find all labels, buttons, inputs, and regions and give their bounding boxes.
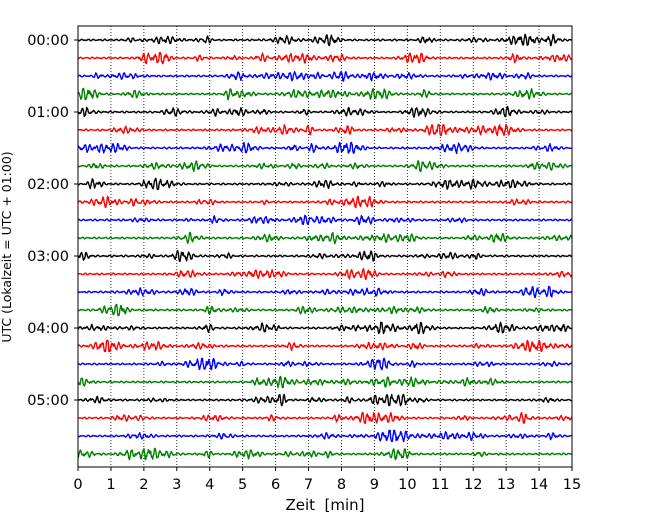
x-tick-label: 8 [337,477,346,493]
x-tick-label: 0 [73,477,82,493]
trace-0015 [77,51,573,65]
tick-layer: 0 1 2 3 4 5 6 7 8 9 10 11 12 13 14 1500:0001:0002:0003:… [27,33,581,493]
trace-0430 [77,357,573,371]
x-tick-label: 10 [398,477,416,493]
x-axis-title: Zeit [min] [285,496,364,514]
x-tick-label: 5 [238,477,247,493]
trace-0515 [77,411,573,425]
x-tick-label: 11 [431,477,449,493]
trace-0330 [77,285,573,299]
trace-0445 [77,375,573,389]
trace-0100 [77,105,573,118]
x-tick-label: 12 [464,477,482,493]
trace-0345 [77,303,573,317]
x-tick-label: 4 [205,477,214,493]
y-axis-title: UTC (Lokalzeit = UTC + 01:00) [0,151,14,342]
trace-layer [77,33,573,461]
trace-0545 [77,447,573,461]
trace-0145 [77,160,573,173]
x-tick-label: 13 [497,477,515,493]
trace-0500 [77,393,573,407]
x-tick-label: 9 [370,477,379,493]
trace-0045 [77,87,573,101]
x-tick-label: 2 [139,477,148,493]
trace-0030 [77,70,573,82]
x-tick-label: 7 [304,477,313,493]
y-tick-label: 05:00 [27,393,69,409]
trace-0200 [77,177,573,191]
x-tick-label: 14 [530,477,548,493]
trace-0115 [77,123,573,137]
x-tick-label: 1 [106,477,115,493]
x-tick-label: 3 [172,477,181,493]
trace-0230 [77,214,573,226]
trace-0215 [77,195,573,209]
x-tick-label: 6 [271,477,280,493]
trace-0415 [77,339,573,353]
y-tick-label: 02:00 [27,177,69,193]
x-tick-label: 15 [563,477,581,493]
trace-0315 [77,267,573,281]
y-tick-label: 01:00 [27,105,69,121]
trace-0130 [77,141,573,155]
trace-0300 [77,249,573,263]
trace-0400 [77,321,573,335]
plot-frame [77,25,573,468]
y-tick-label: 00:00 [27,33,69,49]
trace-0530 [77,429,573,443]
trace-0000 [77,33,573,47]
y-tick-label: 03:00 [27,249,69,265]
trace-0245 [77,231,573,245]
y-tick-label: 04:00 [27,321,69,337]
